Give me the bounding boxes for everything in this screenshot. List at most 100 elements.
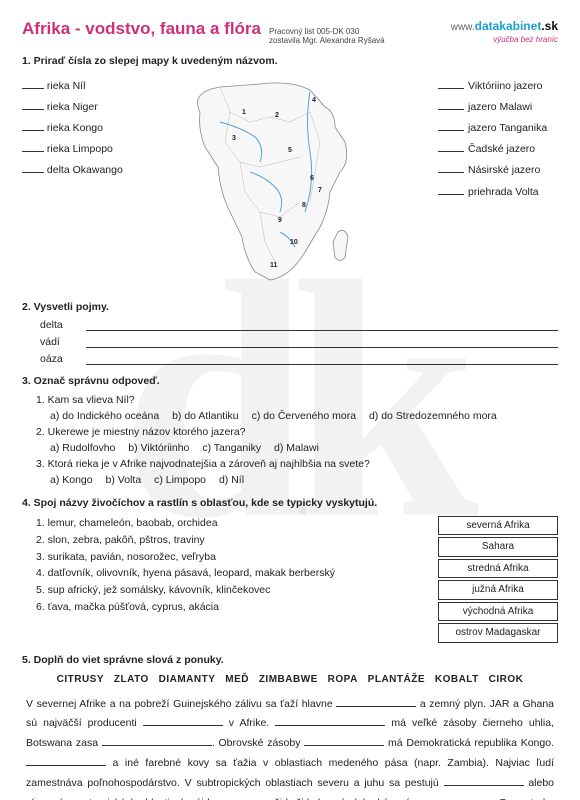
fill-line[interactable] bbox=[86, 337, 558, 348]
para-text: v Afrike. bbox=[223, 717, 276, 729]
q4-left-list: 1. lemur, chameleón, baobab, orchidea 2.… bbox=[22, 514, 420, 645]
brand-main: datakabinet bbox=[475, 19, 542, 33]
svg-text:1: 1 bbox=[242, 109, 246, 116]
q3-question: 2. Ukerewe je miestny názov ktorého jaze… bbox=[36, 425, 558, 439]
fill-gap[interactable] bbox=[102, 737, 212, 746]
q3-option[interactable]: b) Viktóriinho bbox=[128, 442, 189, 454]
region-box[interactable]: stredná Afrika bbox=[438, 559, 558, 579]
africa-map: 1 2 3 4 5 6 7 8 9 10 11 bbox=[138, 72, 432, 292]
q3-option[interactable]: a) do Indického oceána bbox=[50, 410, 159, 422]
fill-blank[interactable] bbox=[438, 185, 464, 195]
q2-term-row: oáza bbox=[40, 352, 558, 366]
q3-option[interactable]: c) Tanganiky bbox=[202, 442, 261, 454]
q4-item: 1. lemur, chameleón, baobab, orchidea bbox=[36, 516, 420, 530]
para-text: V severnej Afrike a na pobreží Guinejské… bbox=[26, 698, 336, 710]
q3-option[interactable]: c) do Červeného mora bbox=[252, 410, 356, 422]
fill-line[interactable] bbox=[86, 354, 558, 365]
q3-options: a) do Indického oceána b) do Atlantiku c… bbox=[50, 409, 558, 423]
region-box[interactable]: severná Afrika bbox=[438, 516, 558, 536]
svg-text:6: 6 bbox=[310, 175, 314, 182]
q4-item: 5. sup africký, jež somálsky, kávovník, … bbox=[36, 583, 420, 597]
fill-blank[interactable] bbox=[22, 142, 44, 152]
q2-term-row: delta bbox=[40, 318, 558, 332]
word: PLANTÁŽE bbox=[368, 674, 425, 685]
q3-option[interactable]: a) Rudolfovho bbox=[50, 442, 115, 454]
label: rieka Limpopo bbox=[47, 143, 113, 155]
q1-right-item: priehrada Volta bbox=[438, 185, 558, 199]
region-box[interactable]: východná Afrika bbox=[438, 602, 558, 622]
q1-left-item: rieka Niger bbox=[22, 100, 132, 114]
q1-left-item: rieka Limpopo bbox=[22, 142, 132, 156]
q4-regions: severná Afrika Sahara stredná Afrika juž… bbox=[438, 514, 558, 645]
q3-option[interactable]: d) do Stredozemného mora bbox=[369, 410, 497, 422]
q1-right-item: Čadské jazero bbox=[438, 142, 558, 156]
brand-tld: .sk bbox=[541, 19, 558, 33]
region-box[interactable]: ostrov Madagaskar bbox=[438, 623, 558, 643]
svg-text:11: 11 bbox=[270, 262, 278, 269]
q1-left-item: rieka Níl bbox=[22, 79, 132, 93]
word: CIROK bbox=[489, 674, 524, 685]
fill-blank[interactable] bbox=[22, 79, 44, 89]
fill-line[interactable] bbox=[86, 320, 558, 331]
q3-option[interactable]: d) Níl bbox=[219, 474, 244, 486]
word: CITRUSY bbox=[57, 674, 104, 685]
svg-text:4: 4 bbox=[312, 97, 316, 104]
fill-blank[interactable] bbox=[22, 121, 44, 131]
q1-left-item: delta Okawango bbox=[22, 163, 132, 177]
q1-right-list: Viktóriino jazero jazero Malawi jazero T… bbox=[438, 72, 558, 292]
q5-heading: 5. Doplň do viet správne slová z ponuky. bbox=[22, 653, 558, 667]
q3-options: a) Kongo b) Volta c) Limpopo d) Níl bbox=[50, 473, 558, 487]
brand-www: www. bbox=[451, 22, 475, 33]
fill-blank[interactable] bbox=[22, 163, 44, 173]
fill-gap[interactable] bbox=[304, 737, 384, 746]
q4-heading: 4. Spoj názvy živočíchov a rastlín s obl… bbox=[22, 496, 558, 510]
brand: www.datakabinet.sk výučba bez hraníc bbox=[451, 18, 558, 45]
fill-gap[interactable] bbox=[336, 698, 416, 707]
word: ROPA bbox=[328, 674, 358, 685]
fill-blank[interactable] bbox=[22, 100, 44, 110]
fill-gap[interactable] bbox=[143, 717, 223, 726]
word-bank: CITRUSY ZLATO DIAMANTY MEĎ ZIMBABWE ROPA… bbox=[22, 673, 558, 687]
fill-gap[interactable] bbox=[444, 777, 524, 786]
q2-term-row: vádí bbox=[40, 335, 558, 349]
q1-right-item: jazero Tanganika bbox=[438, 121, 558, 135]
q1-right-item: jazero Malawi bbox=[438, 100, 558, 114]
region-box[interactable]: južná Afrika bbox=[438, 580, 558, 600]
q4-item: 6. ťava, mačka púšťová, cyprus, akácia bbox=[36, 600, 420, 614]
fill-blank[interactable] bbox=[438, 121, 464, 131]
label: jazero Malawi bbox=[468, 101, 532, 113]
madagascar-outline bbox=[333, 230, 348, 260]
fill-gap[interactable] bbox=[26, 757, 106, 766]
q4-wrap: 1. lemur, chameleón, baobab, orchidea 2.… bbox=[22, 514, 558, 645]
term-label: vádí bbox=[40, 335, 80, 349]
q3-heading: 3. Označ správnu odpoveď. bbox=[22, 374, 558, 388]
q1-left-list: rieka Níl rieka Niger rieka Kongo rieka … bbox=[22, 72, 132, 292]
q3-option[interactable]: b) Volta bbox=[106, 474, 142, 486]
q3-question: 3. Ktorá rieka je v Afrike najvodnatejši… bbox=[36, 457, 558, 471]
svg-text:3: 3 bbox=[232, 135, 236, 142]
q3-option[interactable]: d) Malawi bbox=[274, 442, 319, 454]
header: Afrika - vodstvo, fauna a flóra Pracovný… bbox=[22, 18, 558, 46]
q3-option[interactable]: c) Limpopo bbox=[154, 474, 206, 486]
region-box[interactable]: Sahara bbox=[438, 537, 558, 557]
label: rieka Kongo bbox=[47, 122, 103, 134]
content: Afrika - vodstvo, fauna a flóra Pracovný… bbox=[22, 18, 558, 800]
q3-option[interactable]: b) do Atlantiku bbox=[172, 410, 239, 422]
word: MEĎ bbox=[225, 674, 249, 685]
label: priehrada Volta bbox=[468, 186, 539, 198]
fill-blank[interactable] bbox=[438, 79, 464, 89]
q1-left-item: rieka Kongo bbox=[22, 121, 132, 135]
label: Násirské jazero bbox=[468, 164, 540, 176]
fill-blank[interactable] bbox=[438, 142, 464, 152]
label: rieka Niger bbox=[47, 101, 98, 113]
fill-blank[interactable] bbox=[438, 100, 464, 110]
q1-heading: 1. Priraď čísla zo slepej mapy k uvedený… bbox=[22, 54, 558, 68]
word: DIAMANTY bbox=[159, 674, 216, 685]
q4-item: 3. surikata, pavián, nosorožec, veľryba bbox=[36, 550, 420, 564]
svg-text:9: 9 bbox=[278, 217, 282, 224]
svg-text:2: 2 bbox=[275, 112, 279, 119]
fill-blank[interactable] bbox=[438, 163, 464, 173]
q3-option[interactable]: a) Kongo bbox=[50, 474, 93, 486]
svg-text:7: 7 bbox=[318, 187, 322, 194]
fill-gap[interactable] bbox=[275, 717, 385, 726]
